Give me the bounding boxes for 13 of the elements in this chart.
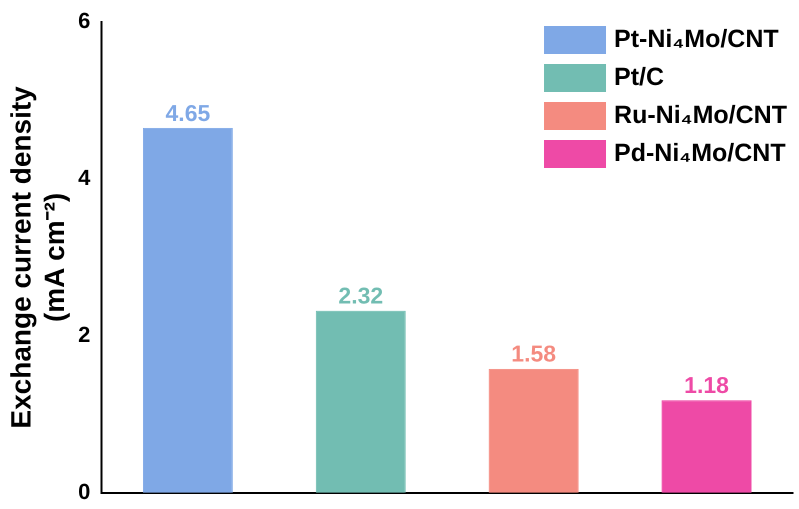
legend-label: Pt/C bbox=[614, 62, 664, 91]
y-tick-label: 4 bbox=[78, 164, 92, 190]
data-label: 1.58 bbox=[511, 340, 556, 367]
y-axis-title: Exchange current density (mA cm⁻²) bbox=[6, 86, 70, 429]
legend-label: Ru-Ni₄Mo/CNT bbox=[614, 100, 788, 129]
legend-label: Pt-Ni₄Mo/CNT bbox=[614, 24, 779, 53]
data-label: 1.18 bbox=[684, 372, 730, 398]
data-label: 2.32 bbox=[338, 282, 384, 309]
legend-label: Pd-Ni₄Mo/CNT bbox=[614, 138, 786, 167]
y-tick-label: 0 bbox=[78, 478, 90, 504]
data-label: 4.65 bbox=[166, 100, 210, 126]
y-tick-label: 2 bbox=[78, 322, 90, 347]
y-tick-label: 6 bbox=[78, 8, 90, 34]
